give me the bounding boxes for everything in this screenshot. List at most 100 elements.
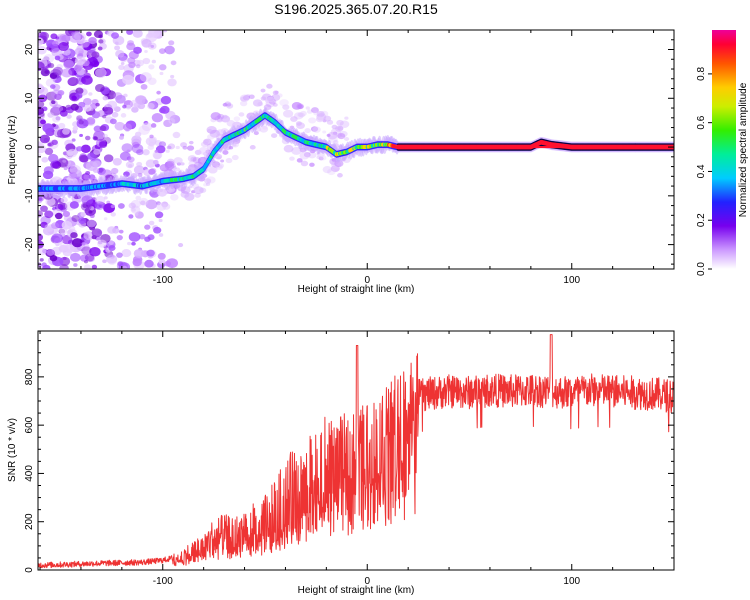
snr-ytick-label: 600 (24, 416, 35, 433)
spectrogram-noise-blob (80, 201, 92, 211)
spectrogram-noise-blob (260, 88, 266, 93)
spectrogram-noise-blob (260, 96, 267, 101)
spectrogram-noise-blob (69, 226, 76, 232)
spectrogram-noise-blob (140, 200, 146, 206)
spectrogram-noise-blob (160, 105, 170, 114)
spectrogram-noise-blob (296, 122, 305, 129)
spectrogram-noise-blob (327, 131, 338, 140)
spectrogram-noise-blob (122, 123, 133, 132)
spectrogram-noise-blob (144, 50, 148, 54)
spectrogram-noise-blob (51, 222, 60, 229)
spectrogram-noise-blob (122, 74, 135, 85)
spectrogram-noise-blob (102, 95, 109, 101)
spectrogram-noise-blob (131, 241, 136, 246)
spectrogram-noise-blob (266, 96, 275, 103)
spectrogram-noise-blob (207, 133, 215, 140)
spectrogram-noise-blob (144, 236, 151, 242)
spectrogram-noise-blob (127, 156, 135, 163)
spectrogram-noise-blob (337, 173, 343, 178)
spectrogram-noise-blob (63, 59, 75, 69)
spectrogram-noise-blob (74, 32, 83, 40)
spectrogram-noise-blob (144, 259, 154, 268)
spectrogram-noise-blob (239, 94, 250, 103)
spectrogram-noise-blob (137, 172, 143, 178)
spectrogram-noise-blob (311, 107, 319, 114)
spectrogram-noise-blob (207, 166, 218, 174)
spectrogram-noise-blob (155, 145, 166, 154)
spectrogram-noise-blob (106, 200, 111, 204)
spectrogram-noise-blob (108, 240, 114, 245)
spectrogram-noise-blob (140, 84, 148, 90)
spectrogram-noise-blob (231, 154, 239, 161)
spectrogram-noise-blob (126, 149, 131, 153)
spectrogram-noise-blob (122, 265, 128, 269)
spectrogram-noise-blob (65, 106, 74, 114)
spectrogram-noise-blob (67, 77, 79, 86)
spectrogram-noise-blob (44, 210, 54, 219)
spectrogram-noise-blob (80, 212, 87, 217)
spectrogram-noise-blob (148, 168, 156, 175)
spectrogram-noise-blob (225, 157, 233, 164)
spectrogram-noise-blob (66, 114, 72, 119)
spectrogram-noise-blob (222, 102, 228, 107)
spectrogram-noise-blob (154, 211, 164, 219)
spectrogram-noise-blob (147, 102, 155, 110)
spectrogram-noise-blob (103, 217, 108, 221)
spectrogram-noise-blob (168, 40, 175, 46)
spectrogram-noise-blob (42, 123, 54, 133)
spectrogram-noise-blob (320, 155, 327, 161)
spectrogram-noise-blob (61, 234, 73, 245)
spectrogram-noise-blob (125, 161, 135, 169)
spectrogram-noise-blob (147, 30, 158, 36)
spectrogram-noise-blob (38, 46, 47, 55)
spectrogram-noise-blob (82, 61, 94, 71)
spectrogram-noise-blob (135, 64, 141, 69)
spectrogram-noise-blob (38, 153, 42, 158)
spectrogram-noise-blob (136, 161, 143, 167)
spectrogram-noise-blob (52, 104, 64, 114)
spectrogram-noise-blob (76, 45, 84, 52)
spectrogram-noise-blob (68, 171, 78, 179)
spectrogram-noise-blob (39, 134, 51, 144)
snr-xtick-label: 0 (364, 576, 370, 587)
spectrogram-noise-blob (88, 210, 93, 214)
spectrogram-noise-blob (88, 54, 92, 58)
spectrogram-noise-blob (91, 264, 98, 269)
spectrogram-noise-blob (148, 220, 155, 226)
colorbar-ticks: 0.0 0.2 0.4 0.6 0.8 (696, 67, 712, 276)
colorbar-tick-label: 0.8 (696, 67, 707, 81)
spectrogram-noise-blob (166, 145, 172, 150)
spectrogram-noise-blob (205, 182, 211, 186)
spectrogram-noise-blob (122, 104, 127, 109)
spectrogram-noise-blob (82, 97, 92, 106)
spectrogram-noise-blob (118, 64, 125, 71)
spectrogram-noise-blob (180, 191, 190, 198)
spectrogram-noise-blob (38, 36, 44, 46)
spectrogram-noise-blob (135, 195, 142, 201)
spectrogram-noise-blob (97, 110, 106, 118)
spectrogram-noise-blob (168, 118, 176, 124)
spectrogram-noise-blob (253, 131, 259, 136)
spectrogram-noise-blob (259, 125, 269, 133)
spectrogram-noise-blob (146, 249, 155, 257)
spectrogram-noise-blob (158, 48, 166, 54)
spectrogram-noise-blob (158, 233, 164, 237)
spectrogram-noise-blob (40, 221, 48, 228)
colorbar-tick-label: 0.4 (696, 164, 707, 178)
spectrogram-noise-blob (54, 212, 63, 220)
spectrogram-noise-blob (337, 132, 346, 140)
spectrogram-noise-blob (160, 95, 172, 105)
spectrogram-noise-blob (76, 40, 81, 44)
spectrogram-noise-blob (74, 56, 86, 66)
spectrogram-noise-blob (52, 66, 64, 76)
spectrogram-noise-blob (103, 154, 114, 163)
spectrogram-noise-blob (86, 31, 92, 37)
spectrogram-heatmap (38, 30, 674, 269)
spectrogram-noise-blob (108, 245, 116, 252)
spectrogram-noise-blob (78, 154, 88, 163)
spectrogram-noise-blob (344, 116, 349, 120)
snr-xtick-label: -100 (153, 576, 173, 587)
spectrogram-noise-blob (121, 249, 132, 258)
spectrogram-noise-blob (128, 214, 134, 219)
spectrogram-noise-blob (78, 120, 84, 125)
